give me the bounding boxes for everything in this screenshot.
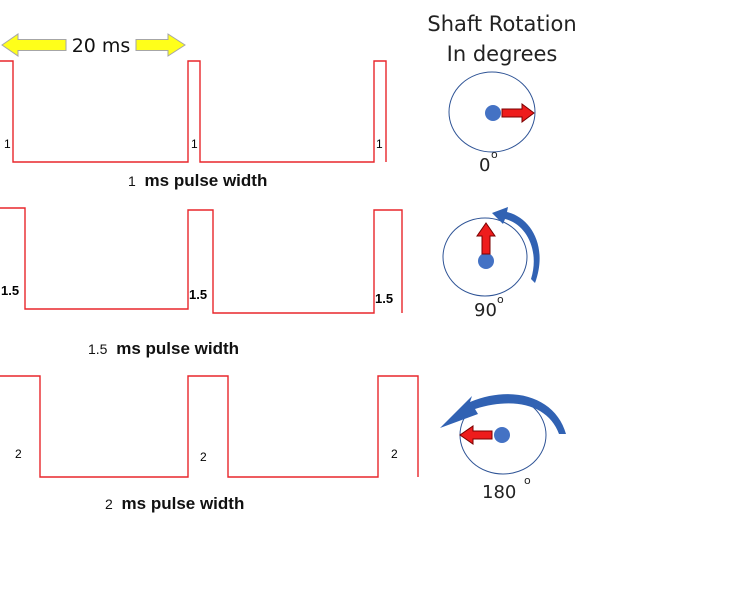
pulse-train-1ms: 1 1 1 (0, 60, 387, 163)
caption-number: 2 (105, 496, 113, 512)
pulse-waveform (0, 375, 419, 478)
period-left-arrow (1, 33, 67, 57)
heading-line-2: In degrees (447, 42, 558, 66)
shaft-center-dot (478, 253, 494, 269)
pulse-waveform (0, 207, 403, 314)
degree-mark: o (497, 293, 504, 306)
heading-line-1: Shaft Rotation (427, 12, 576, 36)
period-label: 20 ms (72, 35, 131, 57)
angle-label: 0 (479, 155, 490, 176)
shaft-direction-arrow-icon (501, 103, 535, 123)
pulse-label: 1.5 (189, 287, 207, 302)
caption-text: ms pulse width (116, 339, 239, 358)
pulse-train-1-5ms: 1.5 1.5 1.5 (0, 207, 403, 314)
caption-text: ms pulse width (145, 171, 268, 190)
degree-mark: o (524, 474, 531, 487)
angle-label: 90 (474, 300, 497, 321)
svg-text:1.5 ms pulse width: 1.5 ms pulse width (88, 339, 239, 358)
caption-number: 1.5 (88, 341, 108, 357)
pulse-label: 2 (391, 447, 398, 461)
shaft-180-degrees: 180 o (440, 394, 566, 503)
pulse-label: 1 (4, 137, 11, 151)
shaft-90-degrees: 90 o (442, 207, 540, 321)
pulse-waveform (0, 60, 387, 163)
shaft-center-dot (485, 105, 501, 121)
pulse-label: 1.5 (1, 283, 19, 298)
period-indicator: 20 ms (1, 33, 186, 57)
pulse-label: 2 (200, 450, 207, 464)
angle-label: 180 (482, 482, 516, 503)
period-right-arrow (135, 33, 186, 57)
shaft-center-dot (494, 427, 510, 443)
shaft-direction-arrow-icon (459, 425, 493, 445)
pulse-label: 1 (376, 137, 383, 151)
shaft-0-degrees: 0 o (448, 71, 536, 176)
pulse-label: 1.5 (375, 291, 393, 306)
svg-text:2 ms pulse width: 2 ms pulse width (105, 494, 244, 513)
pulse-label: 1 (191, 137, 198, 151)
shaft-direction-arrow-icon (476, 222, 496, 255)
degree-mark: o (491, 148, 498, 161)
svg-text:1 ms pulse width: 1 ms pulse width (128, 171, 267, 190)
caption-text: ms pulse width (122, 494, 245, 513)
caption-1ms: 1 ms pulse width (128, 171, 267, 190)
rotation-arrow-icon (440, 394, 566, 434)
caption-1-5ms: 1.5 ms pulse width (88, 339, 239, 358)
caption-2ms: 2 ms pulse width (105, 494, 244, 513)
caption-number: 1 (128, 173, 136, 189)
pulse-train-2ms: 2 2 2 (0, 375, 419, 478)
pulse-label: 2 (15, 447, 22, 461)
rotation-arrow-icon (492, 207, 540, 283)
